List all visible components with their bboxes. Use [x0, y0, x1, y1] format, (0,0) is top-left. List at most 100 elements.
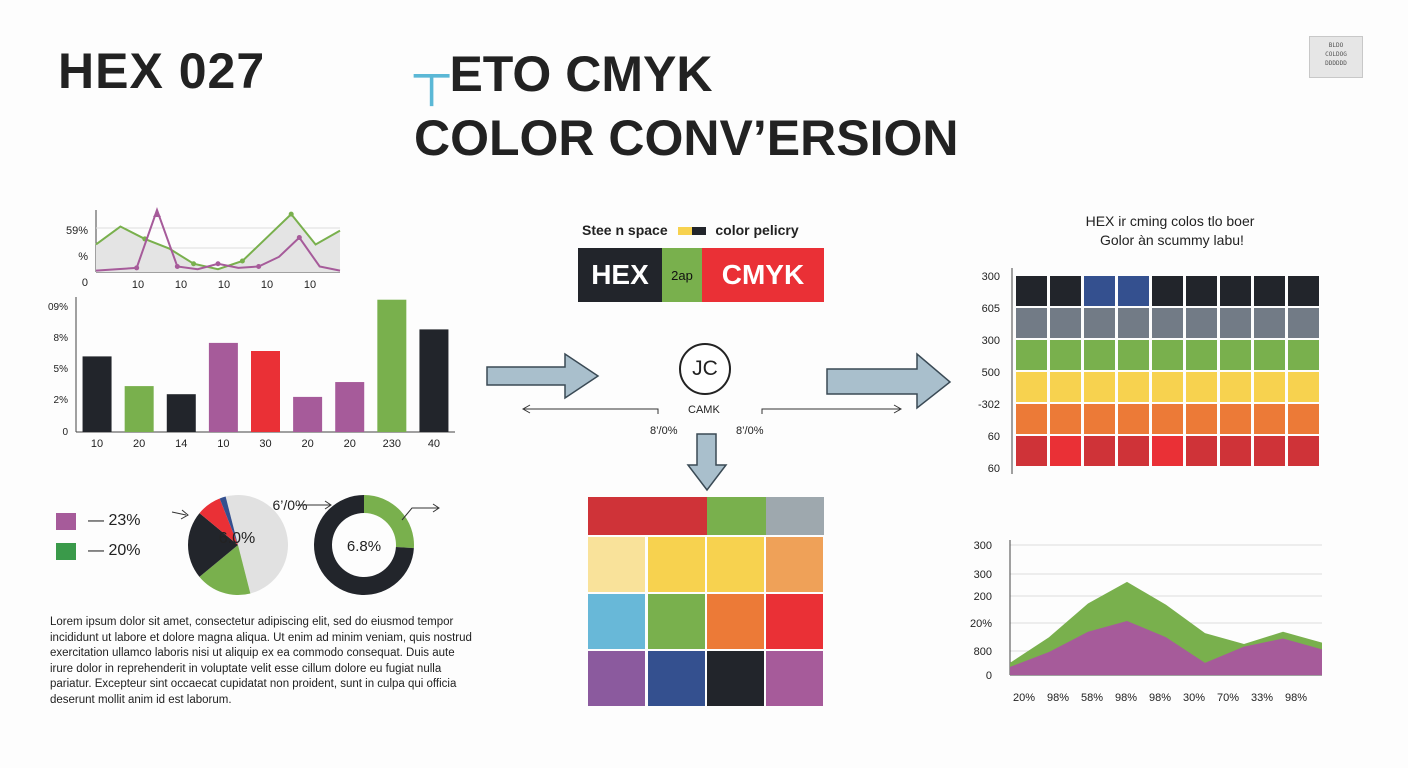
heat-cell: [1254, 276, 1285, 306]
color-cell: [648, 651, 705, 706]
title-mark: ┬: [414, 46, 450, 102]
x-tick-label: 20: [344, 438, 356, 450]
x-tick-label: 10: [132, 279, 144, 291]
color-cell: [648, 497, 707, 535]
legend-label: — 20%: [88, 542, 141, 559]
heat-cell: [1050, 340, 1081, 370]
bar: [124, 386, 154, 432]
right-chart-title: HEX ir cming colos tlo boer Golor àn scu…: [1020, 212, 1320, 250]
heat-cell: [1220, 436, 1251, 466]
color-grid: [588, 497, 824, 706]
heat-cell: [1152, 436, 1183, 466]
y-tick-label: 800: [974, 646, 992, 658]
x-tick-label: 20: [301, 438, 313, 450]
y-tick-label: 8%: [54, 333, 69, 344]
heat-cell: [1152, 404, 1183, 434]
pct-left-label: 8’/0%: [650, 425, 678, 437]
legend-item: — 23%: [56, 512, 140, 530]
heat-cell: [1186, 372, 1217, 402]
color-cell: [766, 594, 823, 649]
area-chart: 0 800 20% 200 300 300 20% 98% 58% 98% 98% 30% 70% 33%…: [970, 540, 1322, 704]
x-tick-label: 10: [175, 279, 187, 291]
heat-cell: [1084, 436, 1115, 466]
jc-caption: CAMK: [688, 404, 720, 416]
down-arrow-icon: [686, 433, 728, 492]
legend-swatch: [56, 512, 76, 530]
bar: [335, 382, 365, 432]
y-tick-label: 300: [982, 335, 1000, 347]
bar: [419, 329, 449, 432]
color-cell: [707, 497, 766, 535]
title-line2: COLOR CONV’ERSION: [414, 110, 959, 166]
heat-cell: [1050, 436, 1081, 466]
x-tick-label: 70%: [1217, 692, 1239, 704]
yellow-swatch: [677, 227, 692, 236]
y-tick-label: 60: [988, 463, 1000, 475]
x-tick-label: 98%: [1285, 692, 1307, 704]
pie-value-label: 6.0%: [219, 530, 255, 547]
flow-arrows: [486, 352, 952, 492]
x-tick-label: 230: [383, 438, 401, 450]
color-cell: [648, 594, 705, 649]
y-tick-label: 60: [988, 431, 1000, 443]
heat-cell: [1084, 340, 1115, 370]
pie-slice: [199, 545, 251, 595]
pct-right-label: 8’/0%: [736, 425, 764, 437]
color-cell: [588, 651, 645, 706]
heat-cell: [1118, 372, 1149, 402]
heat-cell: [1220, 372, 1251, 402]
heat-cell: [1084, 308, 1115, 338]
right-arrow-icon: [826, 352, 952, 410]
y-tick-label: 300: [982, 271, 1000, 283]
heat-cell: [1152, 276, 1183, 306]
hex-cmyk-banner: HEX 2ap CMYK: [578, 248, 824, 302]
heat-cell: [1254, 340, 1285, 370]
line-point: [256, 263, 262, 269]
y-tick-label: 0: [62, 427, 68, 438]
x-tick-label: 40: [428, 438, 440, 450]
heat-cell: [1288, 372, 1319, 402]
color-cell: [707, 651, 764, 706]
banner-cmyk: CMYK: [702, 248, 824, 302]
donut-slice: [314, 495, 414, 595]
y-tick-label: 300: [974, 569, 992, 581]
y-tick-label: 500: [982, 367, 1000, 379]
heat-cell: [1186, 436, 1217, 466]
x-tick-label: 98%: [1047, 692, 1069, 704]
heat-cell: [1186, 308, 1217, 338]
x-tick-label: 33%: [1251, 692, 1273, 704]
heat-cell: [1152, 372, 1183, 402]
legend-swatch: [56, 542, 76, 560]
heat-cell: [1016, 436, 1047, 466]
pie-charts: 6.0% 6’/0% 6.8%: [171, 495, 440, 595]
left-title: HEX 027: [58, 43, 266, 99]
donut-value-label: 6.8%: [347, 538, 381, 555]
legend-label: — 23%: [88, 512, 141, 529]
heat-cell: [1186, 404, 1217, 434]
y-tick-label: 605: [982, 303, 1000, 315]
x-tick-label: 10: [261, 279, 273, 291]
y-tick-label: 59%: [66, 225, 88, 237]
right-arrow-icon: [486, 352, 600, 400]
color-cell: [588, 497, 648, 535]
line-point: [191, 261, 197, 267]
x-tick-label: 14: [175, 438, 187, 450]
heat-cell: [1118, 340, 1149, 370]
body-paragraph: Lorem ipsum dolor sit amet, consectetur …: [50, 616, 472, 706]
x-tick-label: 10: [91, 438, 103, 450]
heat-cell: [1288, 340, 1319, 370]
heat-cell: [1016, 308, 1047, 338]
heat-cell: [1118, 308, 1149, 338]
heat-cell: [1016, 340, 1047, 370]
color-cell: [766, 651, 823, 706]
x-tick-label: 98%: [1149, 692, 1171, 704]
jc-badge: JC: [679, 343, 731, 395]
y-tick-label: 0: [986, 670, 992, 682]
heat-cell: [1016, 404, 1047, 434]
line-peak-arrow: [153, 210, 161, 217]
heat-cell: [1084, 276, 1115, 306]
y-tick-label: %: [78, 251, 88, 263]
heat-cell: [1050, 372, 1081, 402]
bar: [293, 396, 323, 432]
bar: [166, 394, 196, 432]
